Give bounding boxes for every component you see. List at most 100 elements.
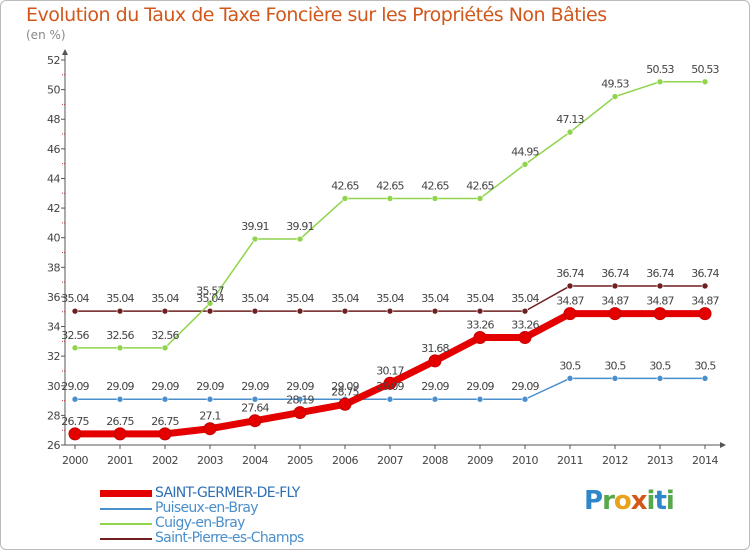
x-tick-label: 2001 [107,454,133,467]
series-3-data-label: 36.74 [556,267,584,280]
series-3-point [656,282,664,290]
x-axis-arrow [720,442,726,448]
series-3-point [251,307,259,315]
series-0-data-label: 34.87 [601,295,629,308]
series-2-data-label: 39.91 [241,220,269,233]
series-2-point [476,195,484,202]
series-3-data-label: 35.04 [376,292,404,305]
series-1-data-label: 29.09 [151,380,179,393]
series-0-data-label: 26.75 [106,415,134,428]
series-0-point [383,376,397,390]
y-tick-label: 42 [47,202,60,215]
series-2-point [521,161,529,168]
unit-label: (en %) [26,28,66,42]
series-0-point [113,427,127,441]
series-2-point [296,235,304,243]
x-tick-label: 2009 [467,454,493,467]
series-1-data-label: 30.5 [604,359,626,372]
series-3-point [341,307,349,315]
series-1-data-label: 29.09 [241,380,269,393]
series-1-point [71,395,79,403]
y-tick-label: 50 [47,84,60,97]
series-2-data-label: 50.53 [691,63,719,76]
series-0-data-label: 28.75 [331,385,359,398]
x-tick-label: 2010 [512,454,538,467]
series-2-point [71,344,79,352]
series-3-data-label: 36.74 [691,267,719,280]
series-3-data-label: 35.04 [196,292,224,305]
legend-item-0: SAINT-GERMER-DE-FLY [100,486,360,501]
series-2-data-label: 44.95 [511,145,539,158]
series-0-point [653,307,667,321]
series-2-data-label: 39.91 [286,220,314,233]
series-3-data-label: 35.04 [286,292,314,305]
series-1-data-label: 29.09 [376,380,404,393]
x-tick-label: 2004 [242,454,268,467]
series-0-point [608,307,622,321]
series-3-point [71,307,79,315]
series-0-point [518,330,532,344]
legend-label-2: Cuigy-en-Bray [155,515,245,531]
series-1-data-label: 29.09 [61,380,89,393]
series-1-data-label: 29.09 [331,380,359,393]
series-2-data-label: 42.65 [466,179,494,192]
series-2-data-label: 32.56 [106,329,134,342]
series-1-data-label: 29.09 [286,380,314,393]
legend-item-1: Puiseux-en-Bray [100,501,360,516]
series-0-point [428,354,442,368]
y-tick-label: 40 [47,232,60,245]
series-1-point [206,395,214,403]
series-2-data-label: 32.56 [61,329,89,342]
y-axis-arrow [62,49,68,55]
series-3-point [116,307,124,315]
series-1-point [386,395,394,403]
series-0-point [68,427,82,441]
series-2-point [341,195,349,202]
series-2-data-label: 42.65 [331,179,359,192]
series-1-data-label: 30.5 [694,359,716,372]
series-0-point [248,414,262,428]
series-1-data-label: 29.09 [421,380,449,393]
legend-swatch-3 [100,538,152,540]
series-1-point [701,375,709,382]
legend-item-3: Saint-Pierre-es-Champs [100,531,360,546]
series-1-data-label: 29.09 [466,380,494,393]
series-2-data-label: 35.57 [196,284,224,297]
x-tick-label: 2013 [647,454,673,467]
legend-swatch-0 [100,490,152,497]
series-1-point [161,395,169,403]
series-0-data-label: 26.75 [151,415,179,428]
series-3-data-label: 35.04 [151,292,179,305]
series-2-point [116,344,124,352]
series-2-point [251,235,259,243]
series-0-point [563,307,577,321]
series-2-point [701,78,709,86]
y-tick-label: 30 [47,380,60,393]
series-1-point [296,395,304,403]
series-0-point [338,397,352,411]
series-3-point [296,307,304,315]
series-0-data-label: 34.87 [556,295,584,308]
legend-item-2: Cuigy-en-Bray [100,516,360,531]
series-3-point [566,282,574,290]
series-1-point [656,375,664,382]
series-3-data-label: 35.04 [511,292,539,305]
series-1-data-label: 29.09 [196,380,224,393]
series-3-point [611,282,619,290]
series-0-point [158,427,172,441]
y-tick-label: 32 [47,350,60,363]
y-tick-label: 38 [47,261,60,274]
series-3-data-label: 35.04 [421,292,449,305]
series-3-data-label: 35.04 [331,292,359,305]
series-2-point [566,128,574,136]
series-3-point [431,307,439,315]
x-tick-label: 2006 [332,454,358,467]
series-3-data-label: 36.74 [646,267,674,280]
series-2-point [386,195,394,202]
legend-label-3: Saint-Pierre-es-Champs [155,530,304,546]
series-1-data-label: 29.09 [106,380,134,393]
series-2-data-label: 47.13 [556,113,584,126]
series-0-data-label: 28.19 [286,394,314,407]
series-0-data-label: 26.75 [61,415,89,428]
